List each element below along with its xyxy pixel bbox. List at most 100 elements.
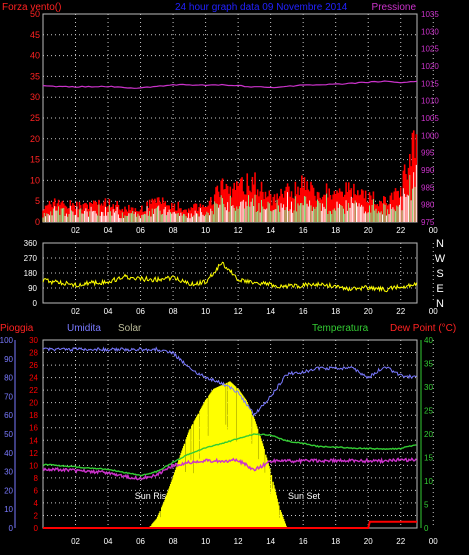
pressure-tick-3: 990 xyxy=(421,166,435,175)
pressure-tick-1: 980 xyxy=(421,201,435,210)
pressure-tick-5: 1000 xyxy=(421,131,439,140)
rain-legend: Pioggia xyxy=(0,323,34,334)
p2-xtick-4: 10 xyxy=(201,307,210,316)
humidity-tick-9: 90 xyxy=(4,355,13,364)
dir-tick-0: 0 xyxy=(33,299,38,308)
wind-tick-0: 0 xyxy=(35,217,40,227)
compass-letters: N W S E N xyxy=(435,238,446,310)
rain-tick-2: 4 xyxy=(34,499,39,508)
p3-xtick-6: 14 xyxy=(266,537,275,546)
rain-tick-5: 10 xyxy=(29,461,38,470)
humidity-tick-0: 0 xyxy=(9,524,14,533)
compass-n-top: N xyxy=(436,238,444,250)
rain-tick-0: 0 xyxy=(34,524,39,533)
humidity-tick-5: 50 xyxy=(4,430,13,439)
humidity-tick-4: 40 xyxy=(4,449,13,458)
dir-tick-2: 180 xyxy=(24,269,38,278)
p3-xtick-10: 22 xyxy=(396,537,405,546)
rain-tick-3: 6 xyxy=(34,486,39,495)
p1-xtick-5: 12 xyxy=(234,226,243,235)
wind-tick-3: 15 xyxy=(30,155,40,165)
wind-bars xyxy=(42,130,418,222)
rain-tick-9: 18 xyxy=(29,411,38,420)
p1-xtick-2: 06 xyxy=(136,226,145,235)
rain-tick-15: 30 xyxy=(29,336,38,345)
pressure-tick-6: 1005 xyxy=(421,114,439,123)
pressure-tick-9: 1020 xyxy=(421,62,439,71)
p2-xtick-0: 02 xyxy=(71,307,80,316)
p2-xtick-1: 04 xyxy=(104,307,113,316)
rain-tick-6: 12 xyxy=(29,449,38,458)
p1-xtick-9: 20 xyxy=(364,226,373,235)
rain-tick-7: 14 xyxy=(29,436,38,445)
solar-legend: Solar xyxy=(118,323,142,334)
rain-line xyxy=(43,520,417,529)
dir-tick-1: 90 xyxy=(28,284,37,293)
dir-tick-3: 270 xyxy=(24,254,38,263)
chart-title: 24 hour graph data 09 Novembre 2014 xyxy=(175,2,348,13)
p3-xtick-9: 20 xyxy=(364,537,373,546)
wind-tick-1: 5 xyxy=(35,196,40,206)
p1-xtick-3: 08 xyxy=(169,226,178,235)
sunrise-annotation: Sun Rise xyxy=(135,491,172,501)
rain-tick-8: 16 xyxy=(29,424,38,433)
pressure-tick-8: 1015 xyxy=(421,79,439,88)
humidity-legend: Umidita xyxy=(67,323,101,334)
pressure-tick-0: 975 xyxy=(421,218,435,227)
p1-xtick-0: 02 xyxy=(71,226,80,235)
dewpoint-legend: Dew Point (°C) xyxy=(390,323,456,334)
wind-tick-9: 45 xyxy=(30,30,40,40)
p3-xtick-7: 16 xyxy=(299,537,308,546)
p2-xtick-2: 06 xyxy=(136,307,145,316)
p3-xtick-8: 18 xyxy=(331,537,340,546)
pressure-label: Pressione xyxy=(372,2,417,13)
p1-xtick-6: 14 xyxy=(266,226,275,235)
humidity-tick-7: 70 xyxy=(4,392,13,401)
p3-xtick-2: 06 xyxy=(136,537,145,546)
temp-tick-7: 35 xyxy=(424,360,433,369)
rain-tick-11: 22 xyxy=(29,386,38,395)
pressure-tick-12: 1035 xyxy=(421,10,439,19)
temp-tick-6: 30 xyxy=(424,383,433,392)
pressure-tick-2: 985 xyxy=(421,183,435,192)
solar-bars xyxy=(148,381,287,528)
temp-tick-1: 5 xyxy=(424,501,429,510)
rain-tick-1: 2 xyxy=(34,511,39,520)
p2-xtick-9: 20 xyxy=(364,307,373,316)
dewpoint-line xyxy=(42,457,417,481)
temperature-line xyxy=(42,433,417,477)
temp-tick-3: 15 xyxy=(424,454,433,463)
wind-tick-4: 20 xyxy=(30,134,40,144)
data-layer xyxy=(42,80,418,529)
p2-xtick-7: 16 xyxy=(299,307,308,316)
rain-tick-14: 28 xyxy=(29,349,38,358)
p2-xtick-8: 18 xyxy=(331,307,340,316)
p3-xtick-11: 00 xyxy=(429,537,438,546)
p2-xtick-11: 00 xyxy=(429,307,438,316)
pressure-tick-10: 1025 xyxy=(421,45,439,54)
humidity-tick-6: 60 xyxy=(4,411,13,420)
wind-tick-8: 40 xyxy=(30,51,40,61)
compass-s: S xyxy=(436,268,443,280)
p2-xtick-10: 22 xyxy=(396,307,405,316)
humidity-tick-3: 30 xyxy=(4,468,13,477)
pressure-tick-4: 995 xyxy=(421,149,435,158)
wind-label: Forza vento() xyxy=(2,2,61,13)
p3-xtick-1: 04 xyxy=(104,537,113,546)
temperature-legend: Temperatura xyxy=(312,323,369,334)
temp-tick-8: 40 xyxy=(424,336,433,345)
pressure-tick-11: 1030 xyxy=(421,27,439,36)
wind-tick-6: 30 xyxy=(30,92,40,102)
p2-xtick-3: 08 xyxy=(169,307,178,316)
p1-xtick-11: 00 xyxy=(429,226,438,235)
wind-tick-7: 35 xyxy=(30,71,40,81)
p2-xtick-5: 12 xyxy=(234,307,243,316)
direction-line xyxy=(42,261,418,293)
p2-xtick-6: 14 xyxy=(266,307,275,316)
compass-w: W xyxy=(435,253,446,265)
p1-xtick-4: 10 xyxy=(201,226,210,235)
humidity-tick-1: 10 xyxy=(4,505,13,514)
sunset-annotation: Sun Set xyxy=(288,491,321,501)
temp-tick-0: 0 xyxy=(424,524,429,533)
